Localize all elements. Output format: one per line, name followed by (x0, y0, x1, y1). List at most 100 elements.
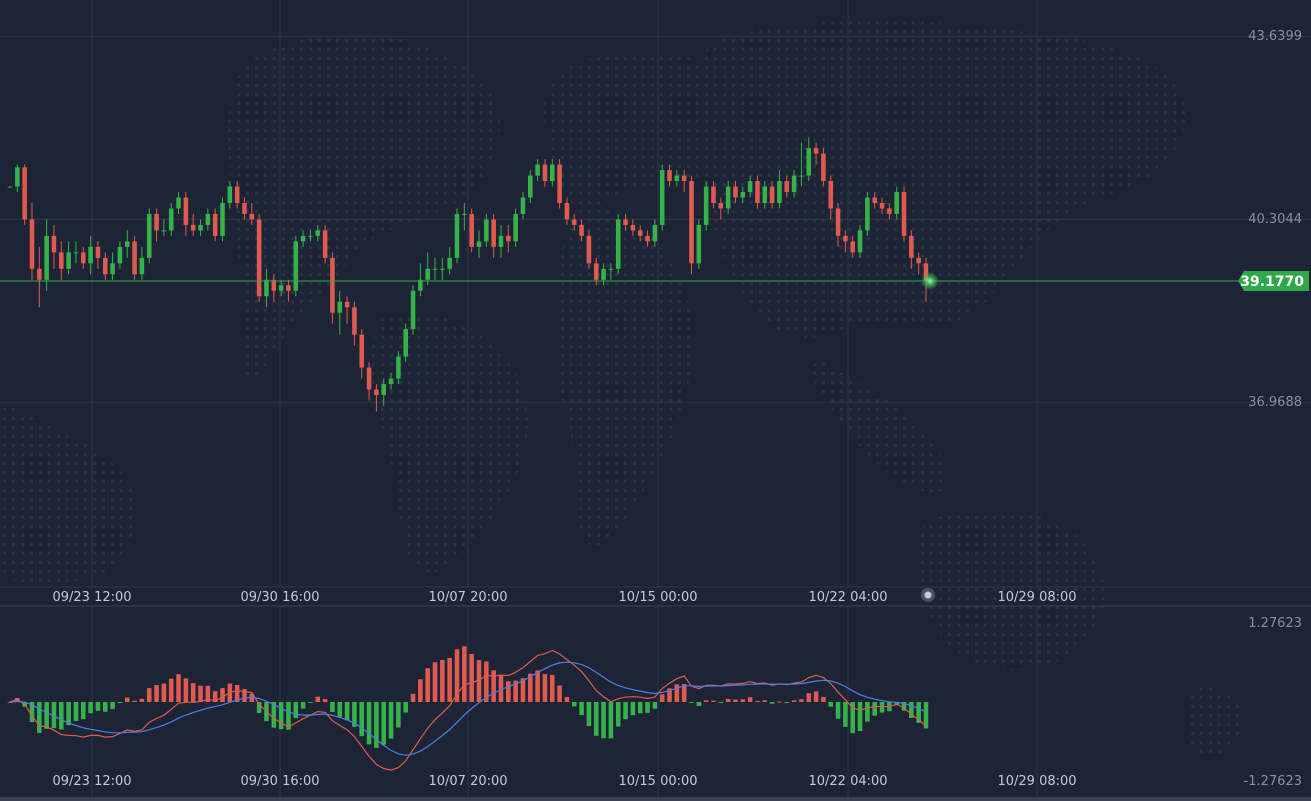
candle-body (674, 175, 680, 182)
time-tick-label: 09/23 12:00 (52, 590, 131, 605)
price-tick-label: 36.9688 (1248, 395, 1302, 410)
macd-histogram-bar (168, 678, 174, 702)
candle-body (857, 230, 863, 253)
candle (850, 235, 855, 258)
macd-histogram-bar (586, 702, 592, 727)
candle (315, 224, 321, 242)
macd-histogram-bar (916, 702, 921, 723)
scroll-handle[interactable] (921, 588, 935, 602)
candle-body (909, 235, 914, 258)
price-tick-label: 40.3044 (1248, 212, 1302, 227)
candle (161, 219, 167, 236)
candle-body (315, 230, 321, 236)
macd-histogram-bar (388, 702, 394, 739)
candle-body (593, 263, 599, 280)
candle (637, 224, 643, 242)
candle-body (667, 170, 672, 182)
candle-body (190, 224, 196, 231)
macd-histogram-bar (447, 657, 452, 702)
macd-line (9, 649, 927, 771)
candle (865, 192, 870, 236)
candle (484, 213, 489, 247)
candle-body (571, 219, 577, 225)
macd-histogram-bar (835, 702, 841, 719)
candle-body (73, 252, 79, 254)
candle-body (249, 213, 255, 220)
candle-body (110, 263, 115, 275)
macd-histogram-bar (139, 698, 145, 702)
candle (784, 175, 790, 198)
candle (777, 170, 782, 209)
macd-histogram-bar (29, 702, 35, 723)
candle-body (681, 175, 687, 182)
candle-body (535, 164, 540, 176)
candle-body (733, 186, 738, 198)
candle (498, 224, 504, 258)
macd-histogram-bar (198, 685, 203, 702)
candle-body (37, 268, 42, 280)
macd-histogram-bar (176, 674, 181, 702)
candle (828, 175, 834, 220)
macd-time-tick-label: 09/23 12:00 (52, 774, 131, 789)
macd-histogram-bar (901, 702, 907, 711)
world-map-background (0, 21, 1242, 757)
candle (374, 384, 379, 412)
macd-histogram-bar (469, 653, 474, 702)
candle (791, 170, 797, 198)
macd-histogram-bar (337, 702, 343, 718)
macd-histogram-bar (234, 684, 240, 702)
candle-body (7, 186, 13, 188)
macd-tick-label: -1.27623 (1244, 774, 1302, 789)
candle (300, 230, 306, 247)
candle-body (117, 246, 123, 264)
macd-histogram-bar (718, 702, 724, 703)
macd-histogram-bar (124, 697, 130, 702)
candle (740, 186, 746, 203)
candle (843, 230, 848, 253)
macd-histogram-bar (286, 702, 291, 730)
macd-histogram-bar (205, 685, 211, 702)
candle (344, 296, 350, 324)
time-tick-label: 10/22 04:00 (808, 590, 887, 605)
candle (608, 263, 614, 280)
macd-histogram-bar (821, 696, 826, 702)
macd-histogram-bar (813, 691, 819, 702)
candle (381, 378, 386, 406)
macd-histogram-bar (322, 699, 328, 702)
macd-histogram-bar (484, 661, 489, 702)
candle-body (718, 202, 724, 209)
candle-body (322, 230, 328, 258)
candle (564, 197, 570, 225)
candle (535, 159, 540, 182)
macd-histogram-bar (557, 685, 562, 702)
candle (469, 208, 474, 253)
macd-histogram-bar (593, 702, 599, 736)
candle-body (440, 268, 445, 270)
candle-body (432, 268, 438, 270)
current-price-marker (921, 272, 939, 291)
macd-histogram-bar (791, 700, 797, 702)
candle-body (843, 235, 848, 242)
candle-body (755, 181, 760, 203)
time-axis-lower: 09/23 12:00 09/30 16:00 10/07 20:00 10/15 0… (52, 774, 1076, 789)
candle (747, 175, 753, 198)
candle (322, 224, 328, 264)
candle-body (388, 378, 394, 385)
candle-body (872, 197, 877, 203)
candle-body (747, 181, 753, 193)
candle-body (95, 246, 101, 258)
bottom-scrollbar[interactable] (0, 797, 1311, 801)
candle-body (410, 290, 416, 330)
candle (718, 197, 724, 220)
candle-body (725, 186, 731, 209)
candle (755, 175, 760, 209)
candle-body (205, 213, 211, 225)
macd-histogram-bar (102, 702, 108, 712)
candle-body (300, 235, 306, 242)
candle (256, 213, 262, 302)
time-tick-label: 10/07 20:00 (428, 590, 507, 605)
candle (308, 230, 313, 242)
candle-body (337, 301, 343, 313)
macd-histogram-bar (923, 702, 929, 729)
candle-body (520, 197, 526, 214)
